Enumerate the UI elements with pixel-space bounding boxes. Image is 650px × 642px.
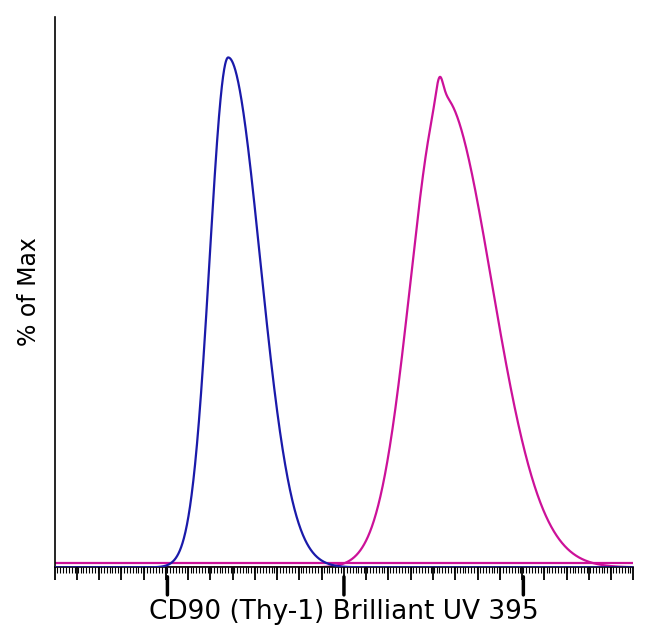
Y-axis label: % of Max: % of Max (17, 238, 41, 347)
X-axis label: CD90 (Thy-1) Brilliant UV 395: CD90 (Thy-1) Brilliant UV 395 (149, 600, 539, 625)
